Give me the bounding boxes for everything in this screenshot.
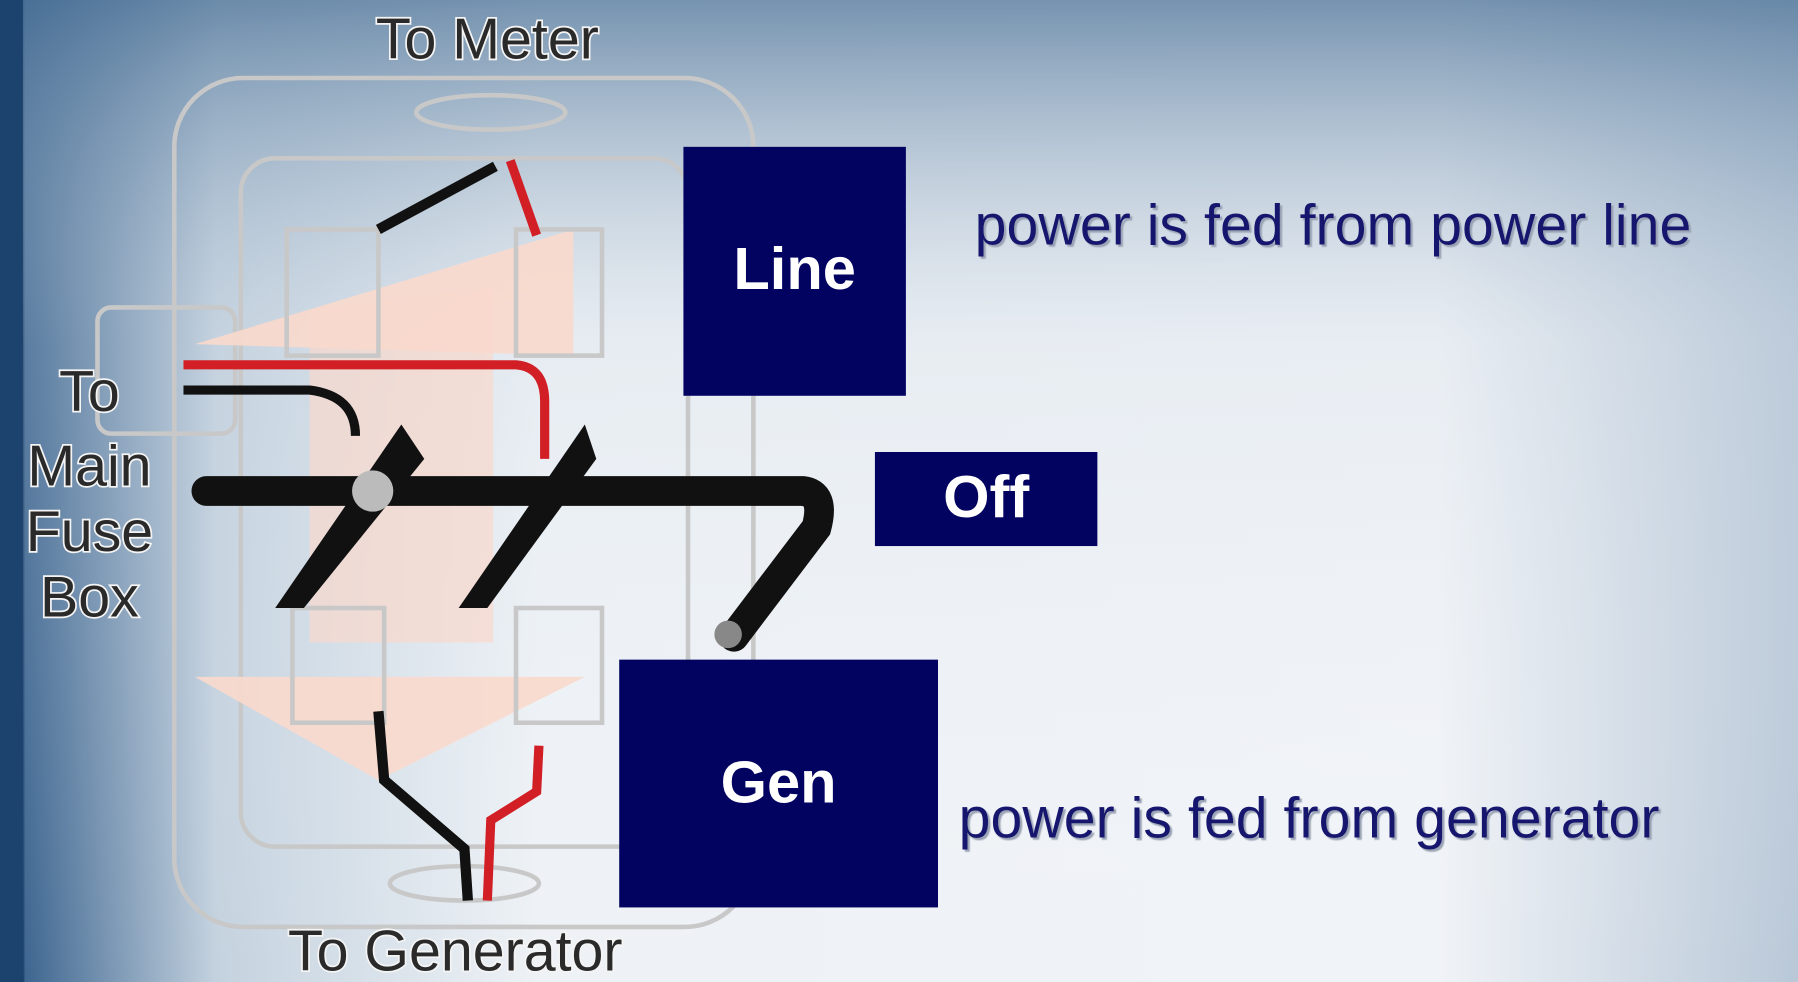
line-description: power is fed from power line [975,194,1692,258]
pivot [352,470,394,512]
gen-description: power is fed from generator [959,787,1660,851]
fuse-box-label: Box [40,565,139,629]
contact-block [290,605,387,726]
fuse-box-label: To [59,360,120,424]
wire-black [373,710,473,901]
fuse-box-label: Fuse [26,500,153,564]
off-label: Off [943,463,1029,530]
switch-blade [275,424,425,609]
transfer-switch-drawing [95,75,834,930]
fuse-box-label: Main [27,434,151,498]
gen-label: Gen [721,749,837,816]
switch-blade [458,424,597,609]
wire-red [482,745,544,901]
handle-tip [714,620,742,649]
contact-block [513,605,605,726]
generator-label: To Generator [288,920,623,982]
contact-block [513,227,605,358]
wire-red [505,159,541,237]
wire-red [183,360,550,459]
fuse-connector [95,305,238,436]
wire-black [183,385,361,437]
meter-port [413,92,568,132]
line-box [683,146,906,396]
contact-block [284,227,381,358]
meter-label: To Meter [376,8,599,72]
wire-black [375,161,498,234]
off-box [874,451,1098,547]
switch-handle [191,476,834,652]
line-label: Line [733,235,856,302]
gen-box [619,659,938,908]
